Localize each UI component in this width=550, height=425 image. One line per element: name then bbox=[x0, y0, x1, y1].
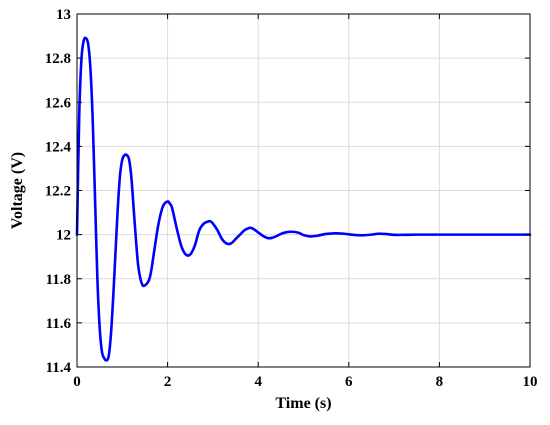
y-tick-label: 12 bbox=[56, 228, 71, 244]
y-tick-label: 12.6 bbox=[45, 95, 72, 111]
y-tick-label: 11.4 bbox=[46, 360, 72, 376]
y-tick-label: 12.4 bbox=[45, 139, 72, 155]
y-tick-label: 11.6 bbox=[46, 316, 72, 332]
y-tick-label: 11.8 bbox=[46, 272, 71, 288]
x-axis-label: Time (s) bbox=[275, 395, 331, 412]
y-tick-label: 13 bbox=[56, 7, 71, 23]
data-line-group bbox=[75, 36, 532, 362]
x-tick-label: 4 bbox=[254, 374, 262, 390]
x-tick-label: 8 bbox=[436, 374, 444, 390]
x-tick-label: 10 bbox=[523, 374, 538, 390]
x-tick-label: 6 bbox=[345, 374, 353, 390]
x-tick-labels: 0 2 4 6 8 10 bbox=[73, 374, 537, 390]
y-tick-label: 12.2 bbox=[45, 184, 71, 200]
tick-marks bbox=[76, 13, 531, 368]
series-line bbox=[75, 36, 532, 362]
y-tick-label: 12.8 bbox=[45, 51, 71, 67]
x-tick-label: 0 bbox=[73, 374, 81, 390]
y-axis-label: Voltage (V) bbox=[9, 152, 26, 229]
y-tick-labels: 11.4 11.6 11.8 12 12.2 12.4 12.6 12.8 13 bbox=[45, 7, 72, 376]
x-tick-label: 2 bbox=[164, 374, 172, 390]
